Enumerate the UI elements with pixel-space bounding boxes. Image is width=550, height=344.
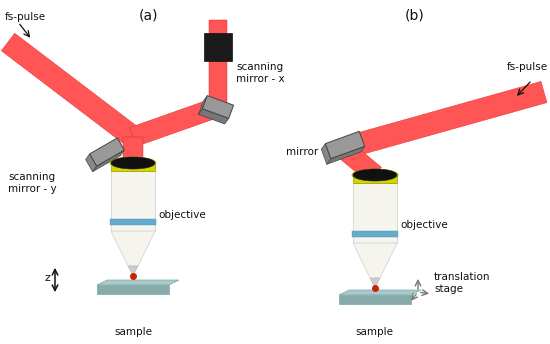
Polygon shape — [339, 142, 381, 183]
Polygon shape — [339, 290, 421, 295]
Polygon shape — [130, 98, 221, 147]
Polygon shape — [202, 96, 234, 118]
Polygon shape — [321, 144, 331, 164]
Polygon shape — [128, 266, 138, 274]
Ellipse shape — [111, 157, 155, 169]
Polygon shape — [352, 82, 547, 155]
Polygon shape — [86, 154, 97, 172]
Text: objective: objective — [400, 220, 448, 230]
Polygon shape — [97, 280, 179, 285]
Polygon shape — [353, 175, 397, 183]
Polygon shape — [370, 278, 380, 286]
Ellipse shape — [352, 169, 398, 181]
Text: mirror: mirror — [286, 147, 318, 157]
Polygon shape — [209, 20, 227, 107]
Polygon shape — [90, 138, 124, 166]
Polygon shape — [92, 150, 124, 172]
Text: fs-pulse: fs-pulse — [5, 12, 46, 22]
Text: translation
stage: translation stage — [434, 272, 491, 293]
Polygon shape — [111, 171, 155, 231]
FancyBboxPatch shape — [204, 33, 232, 61]
Ellipse shape — [110, 157, 156, 169]
Polygon shape — [111, 163, 155, 171]
Text: sample: sample — [114, 327, 152, 337]
Ellipse shape — [353, 169, 397, 181]
Polygon shape — [111, 231, 155, 266]
Text: (a): (a) — [138, 8, 158, 22]
Text: fs-pulse: fs-pulse — [507, 62, 548, 72]
Text: (b): (b) — [405, 8, 425, 22]
Polygon shape — [353, 183, 397, 243]
Polygon shape — [326, 131, 365, 159]
Polygon shape — [97, 285, 169, 294]
Polygon shape — [199, 96, 207, 115]
Polygon shape — [327, 146, 365, 164]
Polygon shape — [110, 219, 156, 225]
Polygon shape — [352, 231, 398, 237]
Text: objective: objective — [158, 210, 206, 220]
Polygon shape — [123, 137, 143, 163]
Text: z: z — [44, 273, 50, 283]
Text: scanning
mirror - y: scanning mirror - y — [8, 172, 57, 194]
Text: sample: sample — [355, 327, 393, 337]
Polygon shape — [1, 33, 140, 146]
Polygon shape — [353, 243, 397, 278]
Polygon shape — [339, 295, 411, 304]
Polygon shape — [199, 109, 229, 124]
Text: scanning
mirror - x: scanning mirror - x — [236, 62, 284, 84]
